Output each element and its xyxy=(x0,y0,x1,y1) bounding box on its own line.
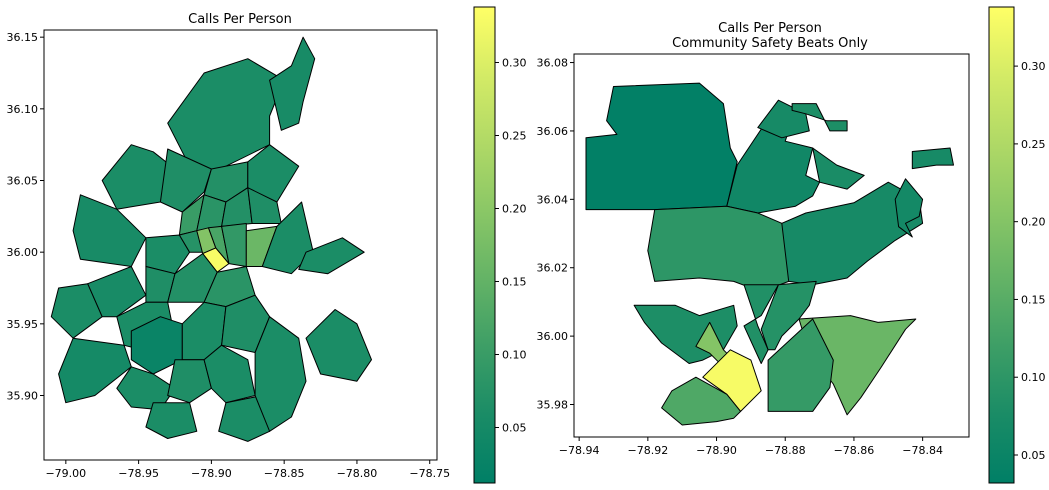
region-southeast xyxy=(254,316,307,432)
region-beat-east-north xyxy=(812,147,865,190)
region-southwest-a xyxy=(87,266,147,318)
y-tick-label: 36.15 xyxy=(7,31,39,44)
x-tick-label: −78.80 xyxy=(337,467,378,480)
chart-right-subtitle: Community Safety Beats Only xyxy=(672,36,868,51)
y-tick-label: 36.00 xyxy=(537,330,569,343)
x-tick-label: −79.00 xyxy=(45,467,86,480)
left-plot-frame xyxy=(43,29,438,461)
colorbar-tick-label: 0.25 xyxy=(1021,138,1046,151)
region-southeast-far xyxy=(305,309,372,382)
y-tick-label: 35.90 xyxy=(7,390,39,403)
region-northeast-spur xyxy=(269,36,316,131)
right-colorbar: 0.05 0.10 0.15 0.20 0.25 0.30 xyxy=(988,6,1046,484)
chart-left-title: Calls Per Person xyxy=(188,12,292,27)
colorbar-tick-label: 0.30 xyxy=(502,56,527,69)
x-tick-label: −78.90 xyxy=(191,467,232,480)
region-beat-south xyxy=(661,376,742,426)
colorbar-tick-label: 0.30 xyxy=(1021,60,1046,73)
y-tick-label: 36.08 xyxy=(537,57,569,70)
x-tick-label: −78.90 xyxy=(696,444,737,457)
right-x-axis: −78.94 −78.92 −78.90 −78.88 −78.86 −78.84 xyxy=(559,437,943,457)
colorbar-tick-label: 0.10 xyxy=(502,349,527,362)
x-tick-label: −78.95 xyxy=(118,467,159,480)
colorbar-tick-label: 0.05 xyxy=(502,422,527,435)
chart-right: Calls Per Person Community Safety Beats … xyxy=(537,6,1046,484)
y-tick-label: 35.95 xyxy=(7,318,39,331)
y-tick-label: 36.10 xyxy=(7,103,39,116)
region-far-east xyxy=(298,237,365,275)
region-beat-south-east-mid xyxy=(760,280,817,351)
region-southwest-far xyxy=(50,283,103,339)
y-tick-label: 36.06 xyxy=(537,125,569,138)
region-beat-east-wedge xyxy=(894,178,924,238)
x-tick-label: −78.94 xyxy=(559,444,600,457)
y-tick-label: 36.04 xyxy=(537,193,569,206)
y-tick-label: 35.98 xyxy=(537,399,569,412)
right-map-regions xyxy=(585,82,954,426)
chart-left: Calls Per Person −79.00 −78.95 −78.90 −78.8… xyxy=(7,6,527,484)
colorbar-tick-label: 0.10 xyxy=(1021,371,1046,384)
region-south-lower-c xyxy=(203,344,256,404)
x-tick-label: −78.84 xyxy=(902,444,943,457)
colorbar-tick-label: 0.20 xyxy=(502,202,527,215)
right-colorbar-ticks: 0.05 0.10 0.15 0.20 0.25 0.30 xyxy=(1014,60,1046,462)
colorbar-tick-label: 0.15 xyxy=(1021,293,1046,306)
left-y-axis: 35.90 35.95 36.00 36.05 36.10 36.15 xyxy=(7,31,44,403)
right-plot-frame xyxy=(573,53,970,438)
x-tick-label: −78.85 xyxy=(264,467,305,480)
x-tick-label: −78.75 xyxy=(409,467,450,480)
x-tick-label: −78.88 xyxy=(765,444,806,457)
y-tick-label: 36.05 xyxy=(7,175,39,188)
region-beat-north xyxy=(726,123,821,214)
right-y-axis: 35.98 36.00 36.02 36.04 36.06 36.08 xyxy=(537,57,574,412)
region-beat-south-center xyxy=(743,284,779,364)
region-beat-east-far xyxy=(911,147,954,170)
left-x-axis: −79.00 −78.95 −78.90 −78.85 −78.80 −78.75 xyxy=(45,460,450,480)
colorbar-tick-label: 0.25 xyxy=(502,129,527,142)
x-tick-label: −78.92 xyxy=(627,444,668,457)
colorbar-tick-label: 0.20 xyxy=(1021,216,1046,229)
region-beat-south-tri xyxy=(767,318,834,412)
right-colorbar-gradient xyxy=(988,6,1015,484)
region-south-lower-b xyxy=(167,359,212,404)
left-colorbar-gradient xyxy=(473,6,496,484)
chart-right-title: Calls Per Person xyxy=(718,21,822,36)
region-west-mid xyxy=(145,234,191,275)
left-map-regions xyxy=(50,36,372,442)
y-tick-label: 36.00 xyxy=(7,246,39,259)
left-colorbar: 0.05 0.10 0.15 0.20 0.25 0.30 xyxy=(473,6,527,484)
colorbar-tick-label: 0.15 xyxy=(502,276,527,289)
region-south-tail-w xyxy=(145,402,198,439)
y-tick-label: 36.02 xyxy=(537,262,569,275)
x-tick-label: −78.86 xyxy=(834,444,875,457)
region-beat-northeast-islands xyxy=(791,103,848,132)
left-colorbar-ticks: 0.05 0.10 0.15 0.20 0.25 0.30 xyxy=(495,56,527,435)
region-beat-center-west xyxy=(647,205,793,293)
region-beat-northwest xyxy=(585,82,738,211)
colorbar-tick-label: 0.05 xyxy=(1021,449,1046,462)
region-south-far-west xyxy=(58,337,132,404)
